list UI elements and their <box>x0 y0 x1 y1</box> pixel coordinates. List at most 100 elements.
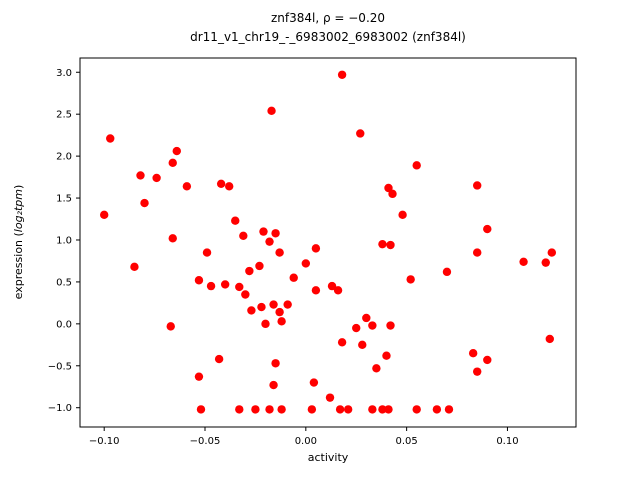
y-tick-label: −0.5 <box>48 361 72 372</box>
scatter-point <box>261 319 270 329</box>
scatter-point <box>386 240 395 250</box>
x-tick-label: −0.05 <box>190 436 221 447</box>
y-tick-label: 0.5 <box>56 277 72 288</box>
scatter-point <box>269 380 278 390</box>
x-axis-label: activity <box>308 451 349 464</box>
scatter-point <box>444 405 454 414</box>
scatter-point <box>545 334 554 344</box>
scatter-point <box>271 229 280 238</box>
y-tick-label: 3.0 <box>56 68 72 79</box>
scatter-point <box>473 367 482 376</box>
scatter-point <box>259 227 268 236</box>
scatter-point <box>362 313 371 323</box>
scatter-point <box>327 281 337 291</box>
scatter-point <box>442 267 452 277</box>
scatter-point <box>307 405 317 414</box>
scatter-point <box>277 317 286 326</box>
scatter-point <box>106 134 115 143</box>
scatter-point <box>275 248 284 257</box>
scatter-point <box>301 259 311 268</box>
scatter-point <box>368 405 377 414</box>
scatter-point <box>247 306 256 315</box>
scatter-point <box>541 258 550 267</box>
scatter-point <box>283 300 292 309</box>
scatter-point <box>311 286 321 295</box>
scatter-point <box>202 248 212 257</box>
scatter-point <box>335 405 345 414</box>
scatter-point <box>216 179 226 188</box>
scatter-point <box>231 216 240 225</box>
x-tick-label: −0.10 <box>89 436 120 447</box>
scatter-point <box>251 405 260 414</box>
scatter-point <box>311 244 321 253</box>
y-tick-label: 2.5 <box>56 110 72 121</box>
scatter-points <box>99 70 557 414</box>
scatter-point <box>547 248 557 257</box>
scatter-point <box>473 248 482 257</box>
scatter-point <box>220 280 230 289</box>
y-tick-label: 1.0 <box>56 235 72 246</box>
scatter-point <box>519 257 528 266</box>
scatter-point <box>483 355 492 365</box>
scatter-point <box>289 273 298 282</box>
scatter-point <box>337 70 347 79</box>
y-axis-label-suffix: ) <box>12 185 25 189</box>
scatter-point <box>152 173 161 183</box>
scatter-point <box>277 405 286 414</box>
y-tick-label: 2.0 <box>56 152 72 163</box>
scatter-point <box>168 234 177 243</box>
scatter-point <box>271 359 280 368</box>
y-tick-label: 1.5 <box>56 194 72 205</box>
scatter-point <box>352 323 361 333</box>
scatter-point <box>309 378 319 387</box>
scatter-point <box>130 262 139 272</box>
scatter-point <box>325 393 335 402</box>
scatter-point <box>358 340 367 350</box>
scatter-point <box>136 171 145 180</box>
scatter-point <box>398 210 407 220</box>
x-tick-label: 0.05 <box>396 436 418 447</box>
scatter-point <box>382 351 391 360</box>
scatter-point <box>483 224 492 234</box>
scatter-point <box>384 183 393 193</box>
scatter-point <box>225 182 234 191</box>
scatter-point <box>267 106 276 116</box>
y-axis-label-prefix: expression ( <box>12 232 25 299</box>
scatter-point <box>206 281 216 291</box>
scatter-point <box>182 182 192 191</box>
scatter-point <box>140 198 149 208</box>
scatter-point <box>99 210 109 220</box>
y-axis-ticks: −1.0 −0.5 0.0 0.5 1.0 1.5 2.0 2.5 3.0 <box>48 68 80 414</box>
scatter-point <box>194 372 204 381</box>
scatter-point <box>166 322 175 331</box>
scatter-point <box>168 158 177 168</box>
x-tick-label: 0.10 <box>496 436 518 447</box>
scatter-point <box>432 405 442 414</box>
scatter-point <box>368 321 377 330</box>
x-tick-label: 0.00 <box>295 436 317 447</box>
chart-subtitle: dr11_v1_chr19_-_6983002_6983002 (znf384l… <box>190 30 466 44</box>
x-axis-ticks: −0.10 −0.05 0.00 0.05 0.10 <box>89 427 519 447</box>
scatter-point <box>337 338 347 347</box>
scatter-point <box>473 181 482 190</box>
scatter-point <box>265 237 274 246</box>
scatter-point <box>333 286 343 295</box>
scatter-point <box>275 307 284 317</box>
scatter-point <box>378 405 387 414</box>
scatter-point <box>235 282 244 292</box>
scatter-point <box>384 405 393 414</box>
scatter-point <box>388 189 397 199</box>
scatter-point <box>257 302 266 312</box>
scatter-point <box>265 405 274 414</box>
scatter-point <box>378 239 387 249</box>
scatter-point <box>406 275 415 284</box>
scatter-point <box>241 290 250 299</box>
scatter-point <box>343 405 353 414</box>
scatter-point <box>372 364 381 373</box>
scatter-point <box>412 161 421 170</box>
scatter-point <box>245 266 254 276</box>
scatter-point <box>196 405 206 414</box>
scatter-point <box>255 261 264 271</box>
